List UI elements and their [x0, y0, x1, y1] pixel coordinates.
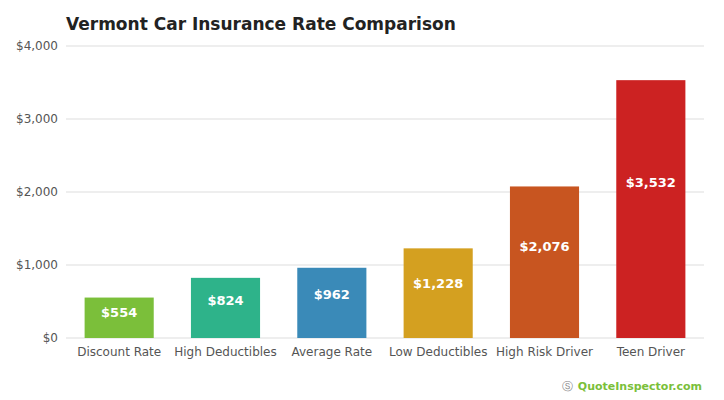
- bar: [297, 268, 366, 338]
- data-label: $3,532: [626, 175, 676, 190]
- grid-line: [66, 192, 704, 193]
- y-tick-label: $3,000: [16, 112, 58, 126]
- grid: [66, 46, 704, 338]
- y-tick-label: $2,000: [16, 185, 58, 199]
- chart-container: $0 $1,000 $2,000 $3,000 $4,000 $554 $824 $962 $1…: [0, 0, 724, 400]
- x-tick-label: High Risk Driver: [496, 345, 593, 359]
- chart-svg: $0 $1,000 $2,000 $3,000 $4,000 $554 $824 $962 $1…: [0, 0, 724, 400]
- y-axis: $0 $1,000 $2,000 $3,000 $4,000: [16, 39, 58, 345]
- page: {"chart_data": { "type": "bar", "title":…: [0, 0, 724, 400]
- watermark: Ⓢ QuoteInspector.com: [562, 380, 702, 393]
- bar: [191, 278, 260, 338]
- x-tick-label: Average Rate: [292, 345, 373, 359]
- data-label: $554: [101, 305, 137, 320]
- x-tick-label: Teen Driver: [616, 345, 685, 359]
- y-tick-label: $4,000: [16, 39, 58, 53]
- bar: [85, 298, 154, 338]
- x-axis: Discount Rate High Deductibles Average Rat…: [77, 345, 685, 359]
- bar: [404, 248, 473, 338]
- bars: [85, 80, 686, 338]
- bar: [616, 80, 685, 338]
- annotation: QuoteInspector.com: [578, 380, 702, 393]
- y-tick-label: $0: [43, 331, 58, 345]
- grid-line: [66, 46, 704, 47]
- grid-line: [66, 265, 704, 266]
- data-label: $1,228: [413, 276, 463, 291]
- grid-line: [66, 119, 704, 120]
- x-tick-label: Low Deductibles: [389, 345, 488, 359]
- x-tick-label: High Deductibles: [174, 345, 276, 359]
- y-tick-label: $1,000: [16, 258, 58, 272]
- bar: [510, 186, 579, 338]
- annotation: Ⓢ: [562, 380, 573, 393]
- data-label: $824: [207, 293, 243, 308]
- data-label: $962: [314, 287, 350, 302]
- data-labels: $554 $824 $962 $1,228 $2,076 $3,532: [101, 175, 676, 320]
- x-tick-label: Discount Rate: [77, 345, 161, 359]
- grid-line: [66, 338, 704, 339]
- data-label: $2,076: [519, 239, 569, 254]
- title: Vermont Car Insurance Rate Comparison: [66, 14, 456, 34]
